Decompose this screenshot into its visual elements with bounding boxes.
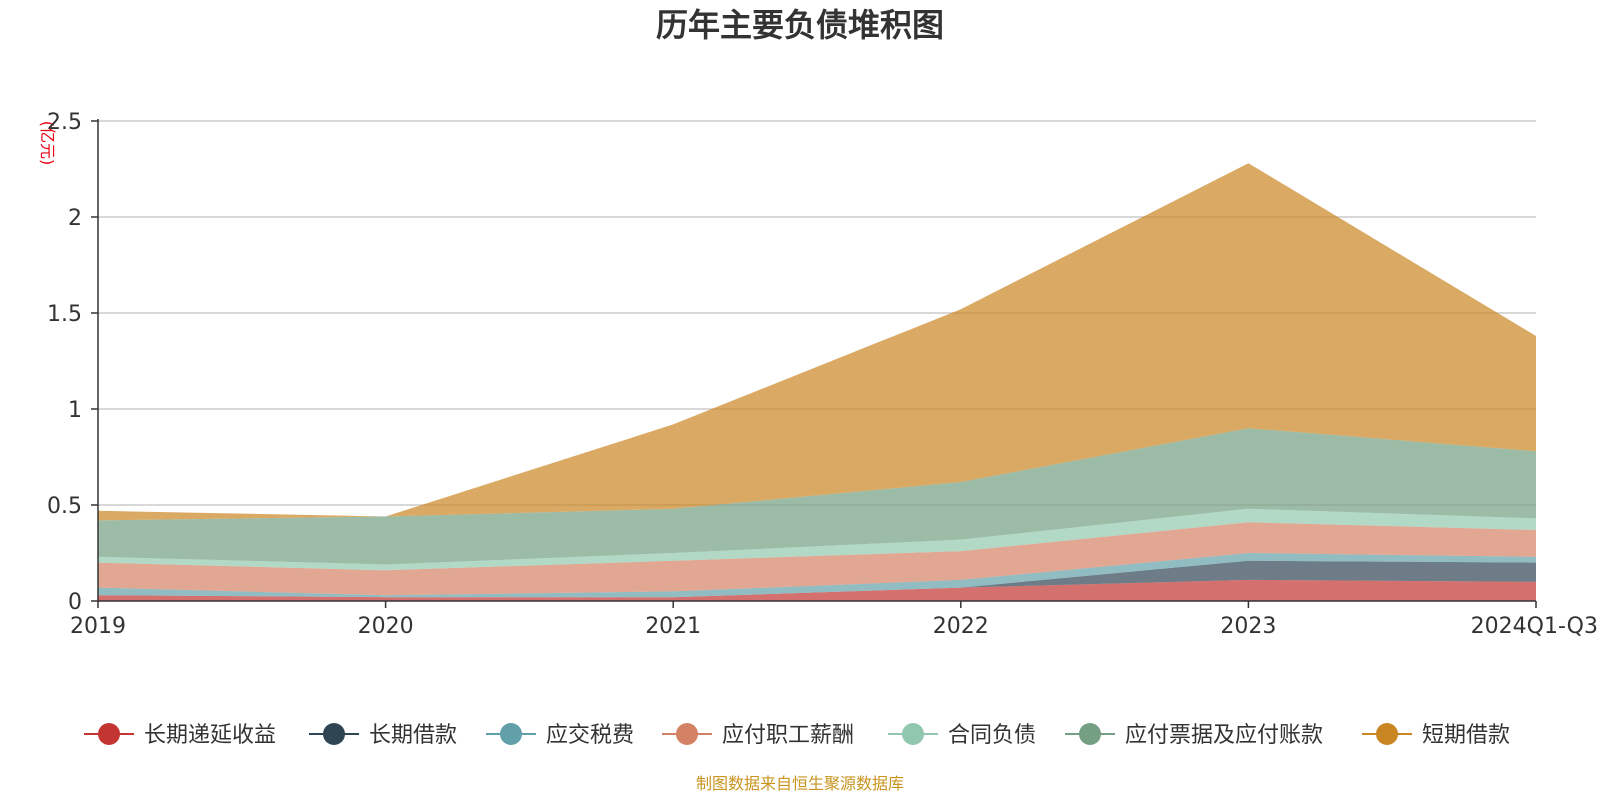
x-tick-label: 2022 (933, 614, 989, 639)
legend-item-2[interactable]: 应交税费 (486, 723, 634, 748)
legend-label: 长期借款 (369, 723, 457, 748)
legend-marker (902, 723, 924, 745)
chart-title: 历年主要负债堆积图 (656, 6, 944, 44)
area-series-5 (98, 428, 1536, 565)
area-series-4 (98, 508, 1536, 571)
legend-marker (500, 723, 522, 745)
y-tick-label: 1 (68, 398, 82, 423)
x-tick-label: 2019 (70, 614, 126, 639)
area-series-6 (98, 163, 1536, 521)
x-tick-label: 2021 (645, 614, 701, 639)
legend-label: 合同负债 (948, 723, 1036, 748)
legend-label: 应付职工薪酬 (722, 723, 854, 748)
legend-label: 应付票据及应付账款 (1125, 723, 1323, 748)
legend-marker (1376, 723, 1398, 745)
legend-item-3[interactable]: 应付职工薪酬 (662, 723, 854, 748)
y-tick-label: 2.5 (47, 110, 82, 135)
area-series-group (98, 163, 1536, 601)
y-tick-label: 1.5 (47, 302, 82, 327)
axes: 0 0.5 1 1.5 2 2.5 2019 2020 2021 2022 2023 2024Q1-Q… (47, 110, 1598, 639)
y-tick-label: 2 (68, 206, 82, 231)
source-note: 制图数据来自恒生聚源数据库 (696, 774, 904, 793)
legend-marker (676, 723, 698, 745)
legend-label: 应交税费 (546, 723, 634, 748)
legend-item-1[interactable]: 长期借款 (309, 723, 457, 748)
y-tick-label: 0.5 (47, 494, 82, 519)
legend-marker (323, 723, 345, 745)
x-tick-label: 2024Q1-Q3 (1471, 614, 1598, 639)
legend-label: 短期借款 (1422, 723, 1510, 748)
area-series-3 (98, 522, 1536, 596)
legend-marker (1079, 723, 1101, 745)
area-series-1 (98, 560, 1536, 598)
legend-label: 长期递延收益 (144, 723, 276, 748)
x-tick-label: 2020 (358, 614, 414, 639)
area-series-2 (98, 553, 1536, 598)
y-axis-unit-label: (亿元) (38, 121, 57, 166)
legend-item-6[interactable]: 短期借款 (1362, 723, 1510, 748)
area-series-0 (98, 579, 1536, 601)
legend-item-4[interactable]: 合同负债 (888, 723, 1036, 748)
legend-item-5[interactable]: 应付票据及应付账款 (1065, 723, 1323, 748)
legend-item-0[interactable]: 长期递延收益 (84, 723, 276, 748)
x-tick-label: 2023 (1220, 614, 1276, 639)
y-tick-label: 0 (68, 590, 82, 615)
legend-marker (98, 723, 120, 745)
legend: 长期递延收益 长期借款 应交税费 应付职工薪酬 合同负债 应付票据及应付账款 短期借款 (84, 723, 1510, 748)
